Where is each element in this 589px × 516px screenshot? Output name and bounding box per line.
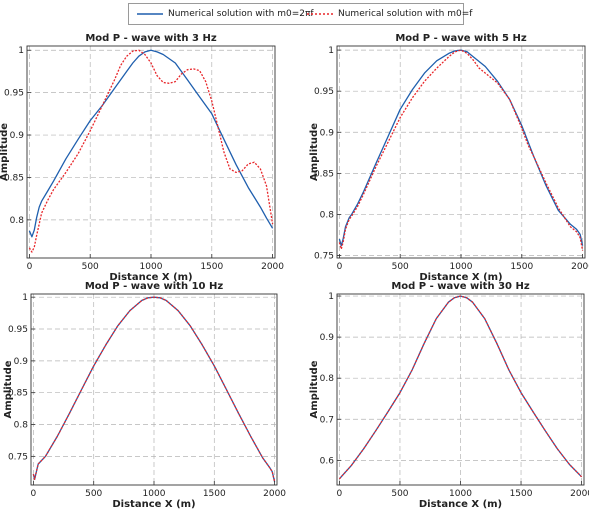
y-tick-label: 0.85 [4, 173, 24, 183]
legend-entry-f: Numerical solution with m0=f [307, 4, 472, 24]
y-axis-label: Amplitude [309, 360, 320, 418]
chart-panel-1: 0 500 1000 1500 2000 0.8 0.85 0.9 0.95 1 Mod P - w… [0, 33, 284, 283]
y-tick-label: 0.75 [314, 252, 334, 262]
legend-label: Numerical solution with m0=f [338, 9, 473, 19]
x-tick-label: 0 [337, 489, 343, 499]
series-line-f [338, 295, 583, 480]
legend-entry-2pif: Numerical solution with m0=2πf [137, 4, 314, 24]
x-tick-label: 0 [337, 262, 343, 272]
x-tick-label: 0 [31, 489, 37, 499]
x-axis-label: Distance X (m) [112, 499, 195, 510]
y-tick-label: 0.8 [320, 374, 335, 384]
series-line-f [28, 49, 274, 253]
x-axis-label: Distance X (m) [419, 272, 502, 283]
y-tick-label: 0.8 [10, 216, 25, 226]
x-tick-label: 2000 [263, 489, 286, 499]
x-tick-label: 1000 [450, 262, 473, 272]
y-axis-label: Amplitude [3, 360, 14, 418]
legend-label: Numerical solution with m0=2πf [168, 9, 314, 19]
x-axis-label: Distance X (m) [419, 499, 502, 510]
x-axis-label: Distance X (m) [109, 272, 192, 283]
y-axis-label: Amplitude [0, 123, 10, 181]
y-tick-label: 0.8 [320, 210, 335, 220]
y-tick-label: 0.75 [8, 452, 28, 462]
y-tick-label: 0.7 [320, 415, 334, 425]
x-tick-label: 2000 [570, 489, 589, 499]
legend-swatch-dotted-red [307, 13, 333, 15]
y-tick-label: 0.9 [10, 131, 25, 141]
x-tick-label: 500 [85, 489, 102, 499]
chart-panel-3: 0 500 1000 1500 2000 0.75 0.8 0.85 0.9 0.95 1 Mod P… [3, 281, 286, 510]
y-tick-label: 0.95 [4, 89, 24, 99]
plot-area [31, 294, 277, 485]
y-tick-label: 0.95 [314, 87, 334, 97]
y-tick-label: 1 [328, 292, 334, 302]
x-tick-label: 1000 [143, 489, 166, 499]
y-tick-label: 0.95 [8, 325, 28, 335]
x-tick-label: 1000 [449, 489, 472, 499]
x-tick-label: 1500 [200, 262, 223, 272]
y-tick-label: 1 [328, 46, 334, 56]
plot-area [337, 294, 584, 485]
series-line-f [32, 296, 276, 482]
x-tick-label: 1000 [140, 262, 163, 272]
series-line-2pif [28, 49, 274, 238]
y-tick-label: 0.8 [14, 421, 29, 431]
chart-title: Mod P - wave with 10 Hz [85, 281, 223, 292]
chart-title: Mod P - wave with 5 Hz [395, 33, 527, 44]
series-line-f [338, 49, 584, 251]
y-tick-label: 0.9 [320, 333, 335, 343]
x-tick-label: 500 [82, 262, 99, 272]
chart-title: Mod P - wave with 30 Hz [391, 281, 529, 292]
x-tick-label: 1500 [510, 262, 533, 272]
x-tick-label: 1500 [203, 489, 226, 499]
y-tick-label: 0.9 [320, 128, 335, 138]
chart-panel-4: 0 500 1000 1500 2000 0.6 0.7 0.8 0.9 1 Mod P - wav… [309, 281, 589, 510]
chart-title: Mod P - wave with 3 Hz [85, 33, 217, 44]
y-tick-label: 0.85 [8, 389, 28, 399]
y-axis-label: Amplitude [309, 123, 320, 181]
chart-panel-2: 0 500 1000 1500 2000 0.75 0.8 0.85 0.9 0.95 1 Mod P… [309, 33, 589, 283]
y-tick-label: 1 [22, 293, 28, 303]
legend-swatch-solid-blue [137, 13, 163, 15]
chart-legend: Numerical solution with m0=2πf Numerical… [128, 3, 472, 25]
series-line-2pif [338, 49, 584, 247]
x-tick-label: 500 [391, 489, 408, 499]
x-tick-label: 0 [27, 262, 33, 272]
y-tick-label: 1 [18, 46, 24, 56]
x-tick-label: 1500 [510, 489, 533, 499]
y-tick-label: 0.85 [314, 169, 334, 179]
x-tick-label: 500 [392, 262, 409, 272]
x-tick-label: 2000 [261, 262, 284, 272]
x-tick-label: 2000 [571, 262, 589, 272]
y-tick-label: 0.6 [320, 456, 335, 466]
y-tick-label: 0.9 [14, 357, 29, 367]
